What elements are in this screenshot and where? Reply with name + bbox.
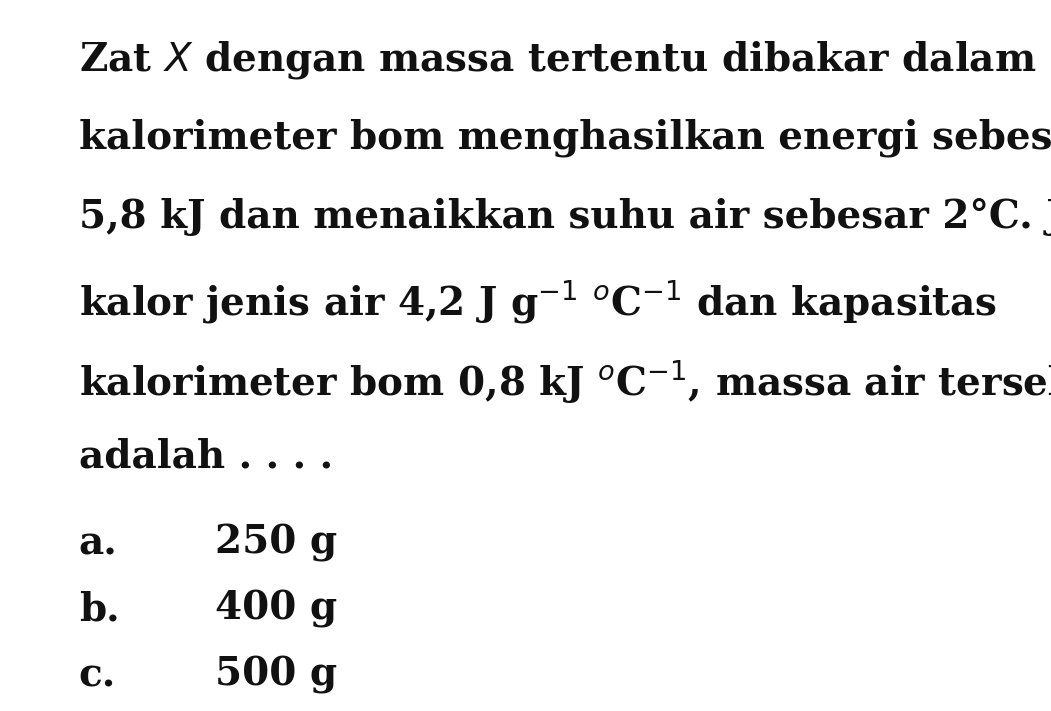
Text: 5,8 kJ dan menaikkan suhu air sebesar 2°C. Jika: 5,8 kJ dan menaikkan suhu air sebesar 2°…: [79, 198, 1051, 236]
Text: kalor jenis air 4,2 J g$^{-1}$ $^{o}$C$^{-1}$ dan kapasitas: kalor jenis air 4,2 J g$^{-1}$ $^{o}$C$^…: [79, 278, 997, 325]
Text: c.: c.: [79, 656, 116, 694]
Text: 500 g: 500 g: [215, 656, 337, 694]
Text: kalorimeter bom menghasilkan energi sebesar: kalorimeter bom menghasilkan energi sebe…: [79, 119, 1051, 157]
Text: 400 g: 400 g: [215, 590, 337, 628]
Text: 250 g: 250 g: [215, 524, 337, 562]
Text: kalorimeter bom 0,8 kJ $^{o}$C$^{-1}$, massa air tersebut: kalorimeter bom 0,8 kJ $^{o}$C$^{-1}$, m…: [79, 358, 1051, 405]
Text: adalah . . . .: adalah . . . .: [79, 437, 333, 475]
Text: b.: b.: [79, 590, 120, 628]
Text: Zat $X$ dengan massa tertentu dibakar dalam: Zat $X$ dengan massa tertentu dibakar da…: [79, 39, 1036, 81]
Text: a.: a.: [79, 524, 118, 562]
